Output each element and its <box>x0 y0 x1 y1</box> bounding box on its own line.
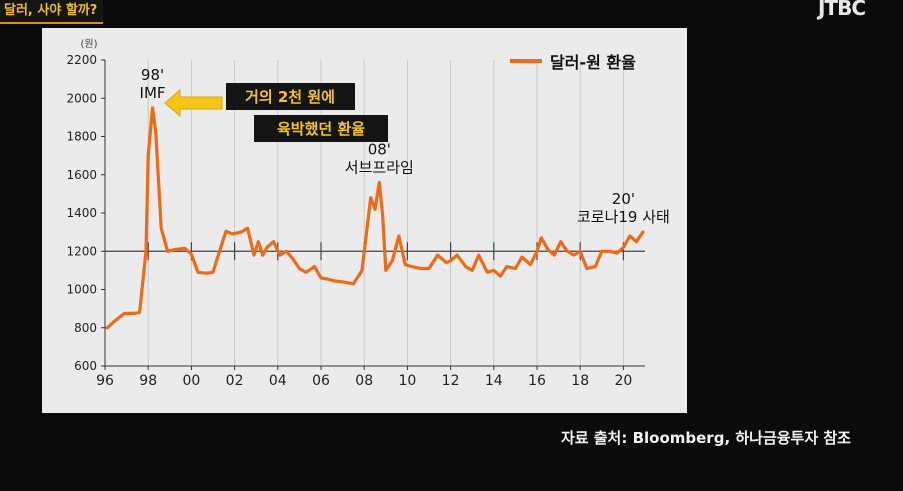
chart-annotations: 98'IMF 08'서브프라임 20'코로나19 사태 <box>140 66 670 226</box>
x-tick-label: 18 <box>571 373 589 389</box>
x-tick-label: 20 <box>614 373 632 389</box>
annotation-corona-label: 코로나19 사태 <box>577 208 670 226</box>
annotation-subprime-year: 08' <box>368 140 391 158</box>
callout-arrow-icon <box>164 88 223 118</box>
x-tick-label: 96 <box>96 373 114 389</box>
y-tick-label: 1400 <box>66 206 97 220</box>
annotation-subprime-label: 서브프라임 <box>345 158 414 176</box>
video-title: 달러, 사야 할까? <box>0 0 104 24</box>
annotation-imf-year: 98' <box>141 66 164 84</box>
y-axis-label: (원) <box>80 38 97 50</box>
source-note: 자료 출처: Bloomberg, 하나금융투자 참조 <box>560 429 851 447</box>
x-tick-label: 12 <box>442 373 460 389</box>
callout-box-line1 <box>226 83 355 110</box>
y-tick-label: 1200 <box>66 244 97 258</box>
annotation-callout: 거의 2천 원에 육박했던 환율 <box>164 83 388 142</box>
legend-label: 달러-원 환율 <box>550 53 636 72</box>
x-tick-label: 98 <box>139 373 157 389</box>
chart-axes: 600 800 1000 1200 1400 1600 1800 2000 2200 96 98 00… <box>66 38 645 389</box>
y-tick-label: 1600 <box>66 168 97 182</box>
broadcaster-logo: JTBC <box>817 0 866 20</box>
y-tick-label: 2200 <box>66 53 97 67</box>
x-tick-label: 04 <box>269 373 287 389</box>
chart-panel: 600 800 1000 1200 1400 1600 1800 2000 2200 96 98 00… <box>42 28 687 413</box>
annotation-corona-year: 20' <box>612 190 635 208</box>
series-line-usd-krw <box>105 106 645 330</box>
chart-series <box>105 106 645 330</box>
y-tick-label: 600 <box>74 359 97 373</box>
callout-box-line2 <box>254 115 388 142</box>
chart-legend: 달러-원 환율 <box>510 53 636 72</box>
exchange-rate-chart: 600 800 1000 1200 1400 1600 1800 2000 2200 96 98 00… <box>66 38 670 389</box>
y-tick-label: 1800 <box>66 130 97 144</box>
x-tick-label: 06 <box>312 373 330 389</box>
annotation-imf-label: IMF <box>140 84 166 102</box>
callout-text-line2: 육박했던 환율 <box>277 120 365 138</box>
x-tick-label: 14 <box>485 373 503 389</box>
y-tick-label: 2000 <box>66 91 97 105</box>
y-tick-label: 800 <box>74 321 97 335</box>
x-tick-label: 02 <box>226 373 244 389</box>
x-tick-label: 08 <box>355 373 373 389</box>
x-tick-label: 10 <box>398 373 416 389</box>
callout-text-line1: 거의 2천 원에 <box>245 88 335 106</box>
x-tick-label: 00 <box>182 373 200 389</box>
x-tick-label: 16 <box>528 373 546 389</box>
y-tick-label: 1000 <box>66 283 97 297</box>
